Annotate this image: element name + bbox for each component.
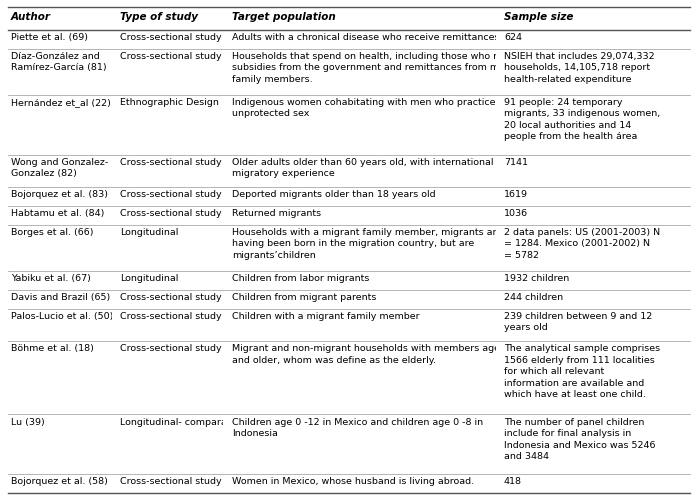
Text: Böhme et al. (18): Böhme et al. (18) — [11, 344, 94, 354]
Text: Bojorquez et al. (83): Bojorquez et al. (83) — [11, 190, 108, 199]
Text: Indigenous women cohabitating with men who practice
unprotected sex: Indigenous women cohabitating with men w… — [232, 98, 496, 119]
Text: 91 people: 24 temporary
migrants, 33 indigenous women,
20 local authorities and : 91 people: 24 temporary migrants, 33 ind… — [504, 98, 660, 141]
Text: Hernández et_al (22): Hernández et_al (22) — [11, 98, 111, 107]
Text: Sample size: Sample size — [504, 12, 573, 22]
Text: Cross-sectional study: Cross-sectional study — [120, 158, 222, 167]
Text: Cross-sectional study: Cross-sectional study — [120, 52, 222, 61]
Text: Households with a migrant family member, migrants and
having been born in the mi: Households with a migrant family member,… — [232, 228, 504, 260]
Text: Adults with a chronical disease who receive remittances: Adults with a chronical disease who rece… — [232, 33, 499, 42]
Text: Piette et al. (69): Piette et al. (69) — [11, 33, 88, 42]
Text: Target population: Target population — [232, 12, 336, 22]
Text: NSIEH that includes 29,074,332
households, 14,105,718 report
health-related expe: NSIEH that includes 29,074,332 household… — [504, 52, 655, 84]
Text: 1036: 1036 — [504, 209, 528, 218]
Text: Cross-sectional study: Cross-sectional study — [120, 190, 222, 199]
Text: Cross-sectional study: Cross-sectional study — [120, 477, 222, 486]
Text: Habtamu et al. (84): Habtamu et al. (84) — [11, 209, 105, 218]
Text: Migrant and non-migrant households with members aged 60
and older, whom was defi: Migrant and non-migrant households with … — [232, 344, 521, 365]
Text: 2 data panels: US (2001-2003) N
= 1284. Mexico (2001-2002) N
= 5782: 2 data panels: US (2001-2003) N = 1284. … — [504, 228, 660, 260]
Text: 1932 children: 1932 children — [504, 274, 569, 283]
Text: Deported migrants older than 18 years old: Deported migrants older than 18 years ol… — [232, 190, 436, 199]
Text: 244 children: 244 children — [504, 293, 563, 302]
Text: Older adults older than 60 years old, with international
migratory experience: Older adults older than 60 years old, wi… — [232, 158, 493, 178]
Text: 418: 418 — [504, 477, 522, 486]
Text: Cross-sectional study: Cross-sectional study — [120, 33, 222, 42]
Text: Children with a migrant family member: Children with a migrant family member — [232, 312, 419, 321]
Text: Returned migrants: Returned migrants — [232, 209, 321, 218]
Text: Borges et al. (66): Borges et al. (66) — [11, 228, 94, 237]
Text: Cross-sectional study: Cross-sectional study — [120, 344, 222, 354]
Text: The number of panel children
include for final analysis in
Indonesia and Mexico : The number of panel children include for… — [504, 418, 655, 461]
Text: Children from migrant parents: Children from migrant parents — [232, 293, 376, 302]
Text: Cross-sectional study: Cross-sectional study — [120, 312, 222, 321]
Text: 7141: 7141 — [504, 158, 528, 167]
Text: Yabiku et al. (67): Yabiku et al. (67) — [11, 274, 91, 283]
Text: Wong and Gonzalez-
Gonzalez (82): Wong and Gonzalez- Gonzalez (82) — [11, 158, 108, 178]
Text: 239 children between 9 and 12
years old: 239 children between 9 and 12 years old — [504, 312, 652, 332]
Text: 1619: 1619 — [504, 190, 528, 199]
Text: Type of study: Type of study — [120, 12, 198, 22]
Text: Cross-sectional study: Cross-sectional study — [120, 293, 222, 302]
Text: Davis and Brazil (65): Davis and Brazil (65) — [11, 293, 110, 302]
Text: Households that spend on health, including those who receive
subsidies from the : Households that spend on health, includi… — [232, 52, 528, 84]
Text: Women in Mexico, whose husband is living abroad.: Women in Mexico, whose husband is living… — [232, 477, 474, 486]
Text: Díaz-González and
Ramírez-García (81): Díaz-González and Ramírez-García (81) — [11, 52, 107, 72]
Text: Longitudinal: Longitudinal — [120, 228, 179, 237]
Text: The analytical sample comprises
1566 elderly from 111 localities
for which all r: The analytical sample comprises 1566 eld… — [504, 344, 660, 399]
Text: Palos-Lucio et al. (50): Palos-Lucio et al. (50) — [11, 312, 114, 321]
Text: Children from labor migrants: Children from labor migrants — [232, 274, 369, 283]
Text: Author: Author — [11, 12, 51, 22]
Text: Children age 0 -12 in Mexico and children age 0 -8 in
Indonesia: Children age 0 -12 in Mexico and childre… — [232, 418, 483, 438]
Text: Lu (39): Lu (39) — [11, 418, 45, 427]
Text: 624: 624 — [504, 33, 522, 42]
Text: Cross-sectional study: Cross-sectional study — [120, 209, 222, 218]
Text: Longitudinal- comparative: Longitudinal- comparative — [120, 418, 245, 427]
Text: Longitudinal: Longitudinal — [120, 274, 179, 283]
Text: Bojorquez et al. (58): Bojorquez et al. (58) — [11, 477, 108, 486]
Text: Ethnographic Design: Ethnographic Design — [120, 98, 219, 107]
